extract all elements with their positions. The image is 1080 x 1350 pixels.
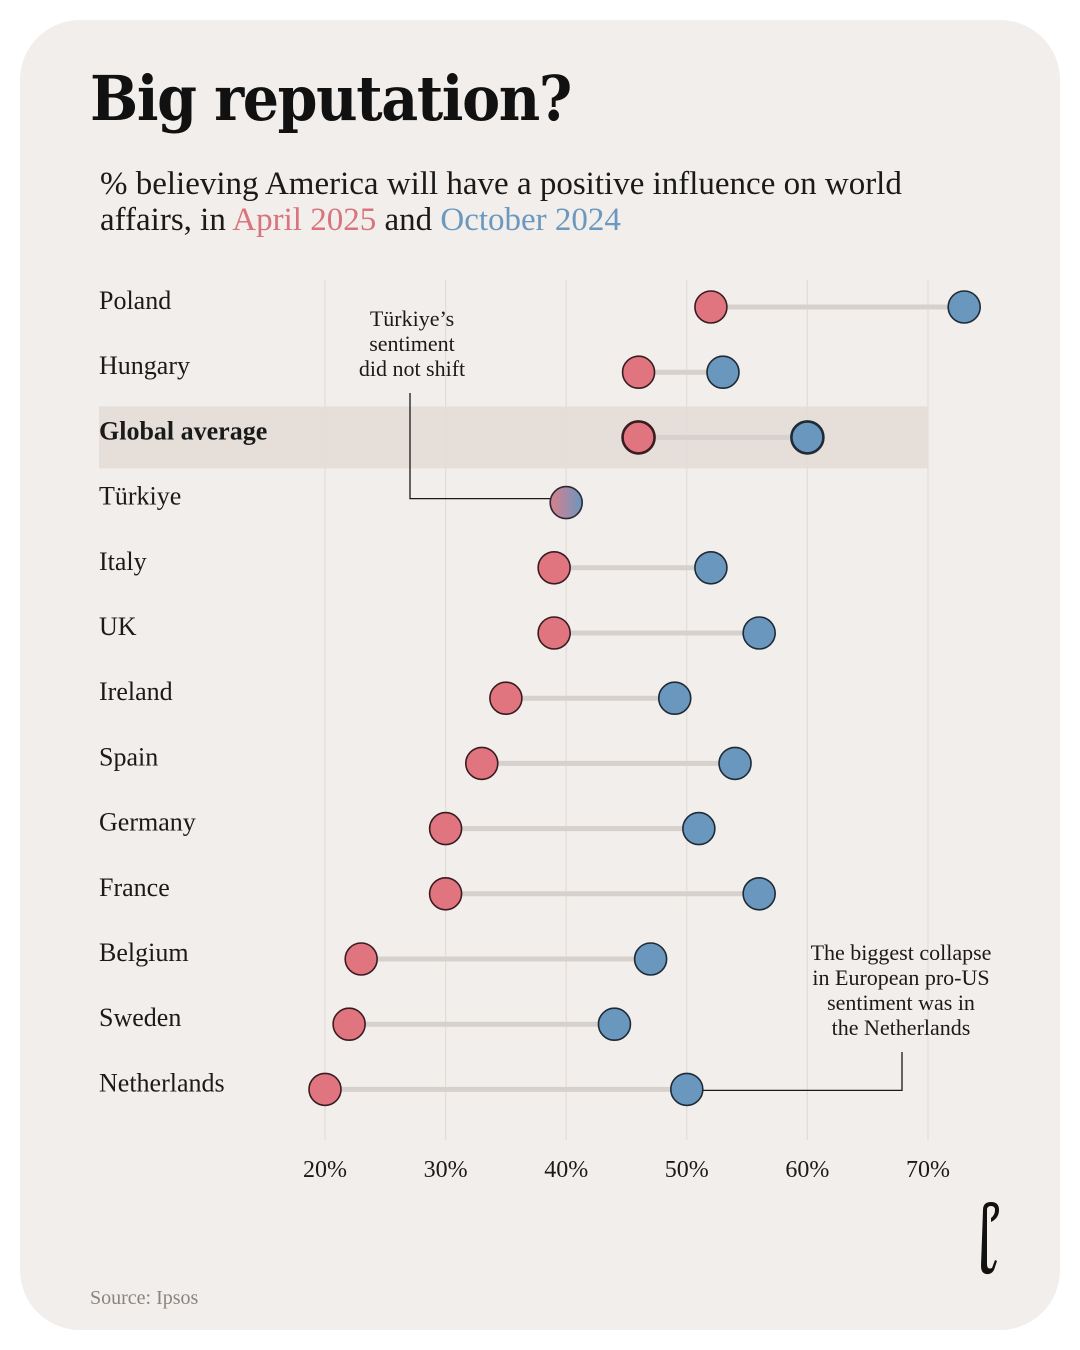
- row-label: Germany: [99, 808, 196, 837]
- x-tick-label: 70%: [906, 1157, 950, 1183]
- point-october-2024: [742, 616, 776, 650]
- row-label: Ireland: [99, 677, 173, 706]
- chart-row: Poland: [99, 286, 981, 324]
- row-label: Poland: [99, 286, 171, 315]
- row-label: Netherlands: [99, 1068, 225, 1097]
- chart-row: Netherlands: [99, 1068, 704, 1107]
- row-label: UK: [99, 612, 137, 641]
- point-april-2025: [308, 1072, 342, 1107]
- x-tick-label: 20%: [303, 1157, 347, 1183]
- point-april-2025: [489, 681, 523, 716]
- chart-row: Sweden: [99, 1003, 632, 1041]
- legend-april-2025: April 2025: [232, 202, 377, 238]
- point-unchanged: [549, 485, 584, 520]
- annotation-netherlands-leader: [702, 1052, 903, 1092]
- point-april-2025: [332, 1007, 366, 1041]
- annotation-turkiye-text: did not shift: [359, 356, 465, 381]
- point-april-2025: [537, 550, 571, 585]
- point-october-2024: [947, 290, 981, 324]
- point-april-2025: [621, 420, 656, 455]
- point-october-2024: [633, 942, 668, 976]
- publisher-logo-icon: [981, 1202, 999, 1275]
- point-october-2024: [682, 811, 716, 846]
- annotation-netherlands-text: the Netherlands: [832, 1015, 971, 1040]
- row-label: Spain: [99, 742, 158, 771]
- subtitle-and: and: [376, 202, 441, 238]
- point-october-2024: [597, 1007, 632, 1041]
- chart-row: Türkiye: [99, 482, 584, 520]
- annotation-turkiye-leader: [409, 393, 551, 500]
- point-october-2024: [790, 420, 825, 455]
- source-note: Source: Ipsos: [90, 1287, 199, 1309]
- chart-row: Hungary: [99, 351, 740, 390]
- point-october-2024: [694, 550, 728, 585]
- point-april-2025: [694, 290, 728, 324]
- gridlines: [324, 280, 929, 1140]
- annotation-netherlands-text: in European pro-US: [812, 965, 989, 990]
- row-label: France: [99, 873, 170, 902]
- x-axis-ticks: 20% 30% 40% 50% 60% 70%: [303, 1157, 950, 1183]
- chart-row: Italy: [99, 547, 728, 585]
- chart-row: Belgium: [99, 938, 668, 976]
- point-october-2024: [657, 681, 692, 716]
- point-october-2024: [669, 1072, 704, 1107]
- chart-row: UK: [99, 612, 776, 650]
- point-april-2025: [428, 876, 463, 911]
- point-april-2025: [344, 942, 378, 976]
- point-october-2024: [718, 746, 752, 781]
- point-april-2025: [621, 355, 656, 390]
- rows: Poland Hungary Global average Türkiye Italy U…: [99, 286, 981, 1107]
- annotation-turkiye-text: Türkiye’s: [370, 306, 454, 331]
- chart-row: Germany: [99, 808, 716, 846]
- chart-title: Big reputation?: [90, 62, 572, 135]
- annotation-netherlands-text: sentiment was in: [827, 990, 975, 1015]
- row-label: Belgium: [99, 938, 189, 967]
- row-label: Türkiye: [99, 482, 181, 511]
- chart-row: Global average: [99, 416, 825, 455]
- annotation-turkiye-text: sentiment: [369, 331, 455, 356]
- point-april-2025: [428, 811, 463, 846]
- x-tick-label: 60%: [785, 1157, 829, 1183]
- legend-october-2024: October 2024: [440, 202, 621, 238]
- point-october-2024: [706, 355, 740, 390]
- point-october-2024: [742, 876, 776, 911]
- chart-subtitle: % believing America will have a positive…: [100, 166, 960, 238]
- annotation-netherlands-text: The biggest collapse: [811, 940, 992, 965]
- x-tick-label: 30%: [424, 1157, 468, 1183]
- row-label: Hungary: [99, 351, 190, 380]
- row-label: Italy: [99, 547, 147, 576]
- row-label: Sweden: [99, 1003, 181, 1032]
- point-april-2025: [537, 616, 571, 650]
- chart-row: France: [99, 873, 776, 911]
- point-april-2025: [464, 746, 499, 781]
- x-tick-label: 40%: [544, 1157, 588, 1183]
- chart-card: [20, 20, 1060, 1330]
- x-tick-label: 50%: [665, 1157, 709, 1183]
- subtitle-prefix: % believing America will have a positive…: [100, 166, 902, 238]
- chart-row: Spain: [99, 742, 752, 781]
- chart-row: Ireland: [99, 677, 692, 716]
- row-label: Global average: [99, 416, 267, 445]
